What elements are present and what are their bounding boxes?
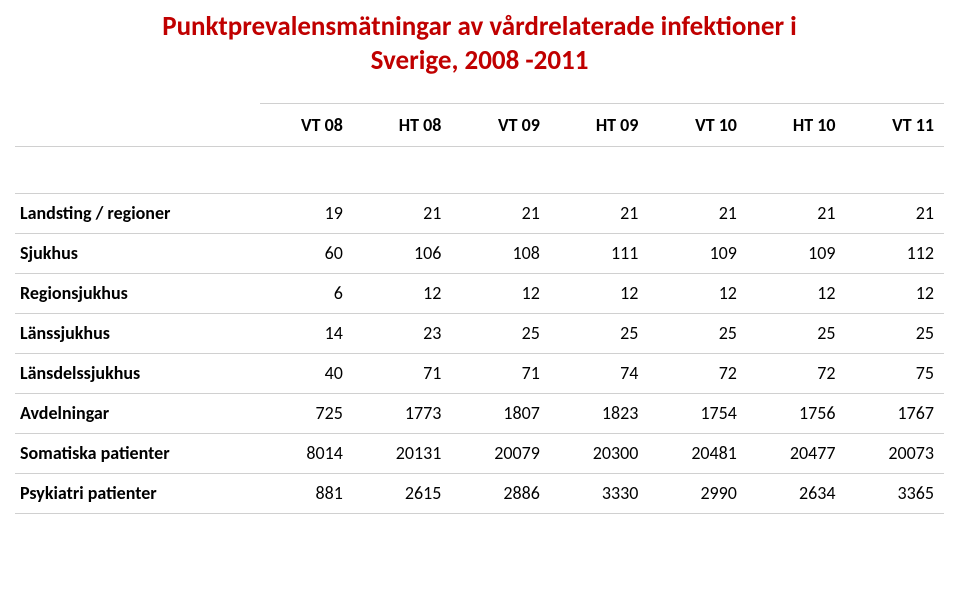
col-header: VT 10 [648,103,747,146]
cell: 21 [451,193,550,233]
cell: 20131 [353,433,452,473]
cell: 19 [260,193,353,233]
cell: 21 [353,193,452,233]
cell: 12 [845,273,944,313]
title-line-2: Sverige, 2008 -2011 [371,44,589,77]
cell: 21 [747,193,846,233]
cell: 6 [260,273,353,313]
cell: 25 [747,313,846,353]
cell: 74 [550,353,649,393]
col-header: VT 09 [451,103,550,146]
table-row: Regionsjukhus 6 12 12 12 12 12 12 [15,273,944,313]
row-label: Länssjukhus [15,313,260,353]
cell: 1754 [648,393,747,433]
cell: 20477 [747,433,846,473]
table-row: Landsting / regioner 19 21 21 21 21 21 2… [15,193,944,233]
cell: 12 [747,273,846,313]
table-row: Somatiska patienter 8014 20131 20079 203… [15,433,944,473]
cell: 20079 [451,433,550,473]
table-row: Länsdelssjukhus 40 71 71 74 72 72 75 [15,353,944,393]
cell: 25 [648,313,747,353]
data-table: VT 08 HT 08 VT 09 HT 09 VT 10 HT 10 VT 1… [15,103,944,514]
cell: 1773 [353,393,452,433]
cell: 12 [648,273,747,313]
cell: 25 [845,313,944,353]
cell: 20073 [845,433,944,473]
cell: 2615 [353,473,452,513]
table-row: Avdelningar 725 1773 1807 1823 1754 1756… [15,393,944,433]
cell: 75 [845,353,944,393]
table-row: Psykiatri patienter 881 2615 2886 3330 2… [15,473,944,513]
cell: 8014 [260,433,353,473]
cell: 106 [353,233,452,273]
cell: 1756 [747,393,846,433]
col-header: VT 08 [260,103,353,146]
cell: 109 [747,233,846,273]
cell: 12 [550,273,649,313]
table-row: Länssjukhus 14 23 25 25 25 25 25 [15,313,944,353]
cell: 14 [260,313,353,353]
row-label: Psykiatri patienter [15,473,260,513]
cell: 72 [747,353,846,393]
header-row: VT 08 HT 08 VT 09 HT 09 VT 10 HT 10 VT 1… [15,103,944,146]
col-header: HT 09 [550,103,649,146]
row-label: Sjukhus [15,233,260,273]
cell: 1807 [451,393,550,433]
col-header-blank [15,103,260,146]
cell: 21 [648,193,747,233]
title-line-1: Punktprevalensmätningar av vårdrelaterad… [162,10,797,43]
cell: 2990 [648,473,747,513]
cell: 109 [648,233,747,273]
cell: 21 [550,193,649,233]
table-row: Sjukhus 60 106 108 111 109 109 112 [15,233,944,273]
cell: 21 [845,193,944,233]
row-label: Landsting / regioner [15,193,260,233]
cell: 108 [451,233,550,273]
col-header: HT 08 [353,103,452,146]
cell: 3365 [845,473,944,513]
table-body: Landsting / regioner 19 21 21 21 21 21 2… [15,146,944,513]
cell: 1767 [845,393,944,433]
cell: 71 [353,353,452,393]
blank-row [15,146,944,193]
cell: 20481 [648,433,747,473]
cell: 881 [260,473,353,513]
cell: 2886 [451,473,550,513]
cell: 725 [260,393,353,433]
cell: 111 [550,233,649,273]
cell: 3330 [550,473,649,513]
cell: 12 [451,273,550,313]
cell: 20300 [550,433,649,473]
row-label: Avdelningar [15,393,260,433]
cell: 72 [648,353,747,393]
cell: 112 [845,233,944,273]
row-label: Regionsjukhus [15,273,260,313]
cell: 23 [353,313,452,353]
cell: 1823 [550,393,649,433]
row-label: Länsdelssjukhus [15,353,260,393]
col-header: HT 10 [747,103,846,146]
cell: 40 [260,353,353,393]
cell: 60 [260,233,353,273]
cell: 71 [451,353,550,393]
row-label: Somatiska patienter [15,433,260,473]
cell: 25 [451,313,550,353]
page-title: Punktprevalensmätningar av vårdrelaterad… [15,10,944,78]
cell: 12 [353,273,452,313]
cell: 25 [550,313,649,353]
col-header: VT 11 [845,103,944,146]
cell: 2634 [747,473,846,513]
